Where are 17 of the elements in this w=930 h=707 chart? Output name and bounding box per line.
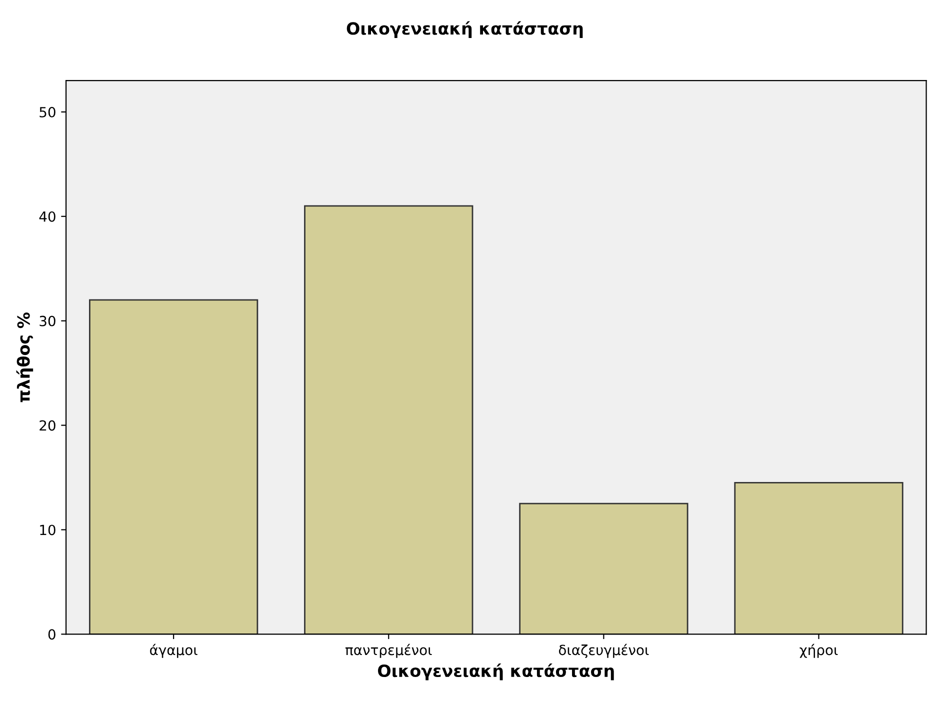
x-tick-label: παντρεμένοι [345, 644, 432, 658]
y-tick-label: 40 [39, 211, 56, 222]
bar [519, 502, 688, 634]
x-tick-label: διαζευγμένοι [558, 644, 649, 658]
y-tick-label: 10 [40, 524, 56, 536]
bar [304, 205, 474, 634]
y-axis-title: πλήθος % [16, 312, 34, 402]
y-tick-label: 50 [40, 106, 56, 118]
chart-title: Οικογενειακή κατάσταση [346, 21, 583, 38]
x-tick-label: άγαμοι [150, 644, 198, 658]
y-tick-label: 20 [40, 420, 56, 431]
bar [734, 482, 904, 634]
bar [88, 299, 258, 634]
x-axis-title: Οικογενειακή κατάσταση [378, 663, 614, 680]
y-tick-label: 0 [48, 629, 56, 640]
x-tick-label: χήροι [800, 644, 838, 658]
y-tick-label: 30 [40, 316, 56, 326]
